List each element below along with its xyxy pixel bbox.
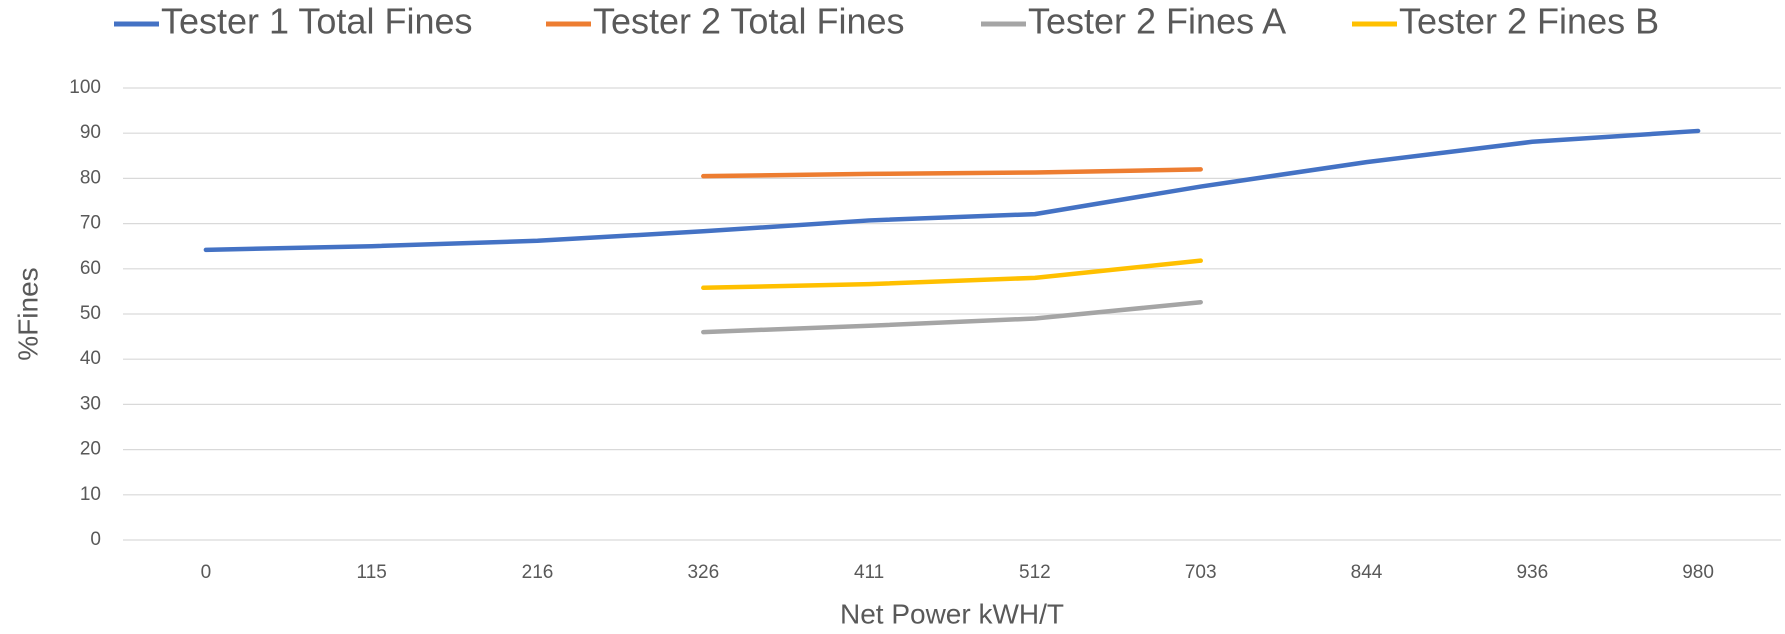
- x-tick-label: 326: [687, 562, 719, 583]
- x-tick-label: 115: [357, 562, 387, 583]
- x-axis-title: Net Power kWH/T: [840, 598, 1064, 629]
- legend-label: Tester 2 Fines B: [1399, 1, 1659, 42]
- x-tick-label: 936: [1516, 562, 1548, 583]
- series-line: [701, 299, 1203, 335]
- series-line: [203, 128, 1701, 253]
- y-tick-label: 0: [90, 529, 101, 550]
- y-tick-label: 30: [80, 393, 101, 414]
- y-tick-label: 80: [80, 167, 101, 188]
- x-tick-label: 411: [854, 562, 884, 583]
- y-tick-label: 70: [80, 213, 101, 234]
- y-axis-title: %Fines: [12, 267, 43, 360]
- y-tick-label: 20: [80, 439, 101, 460]
- y-tick-label: 40: [80, 348, 101, 369]
- legend-label: Tester 1 Total Fines: [161, 1, 472, 42]
- x-tick-label: 216: [522, 562, 554, 583]
- y-tick-label: 50: [80, 303, 101, 324]
- series-line: [701, 167, 1203, 179]
- legend-label: Tester 2 Total Fines: [593, 1, 904, 42]
- y-tick-label: 60: [80, 258, 101, 279]
- x-tick-label: 844: [1351, 562, 1383, 583]
- x-tick-label: 0: [201, 562, 212, 583]
- y-tick-label: 10: [80, 484, 101, 505]
- legend-label: Tester 2 Fines A: [1028, 1, 1286, 42]
- x-tick-label: 980: [1682, 562, 1714, 583]
- y-tick-label: 100: [69, 77, 101, 98]
- x-tick-label: 703: [1185, 562, 1217, 583]
- y-tick-label: 90: [80, 122, 101, 143]
- series-line: [701, 258, 1203, 291]
- x-tick-label: 512: [1019, 562, 1051, 583]
